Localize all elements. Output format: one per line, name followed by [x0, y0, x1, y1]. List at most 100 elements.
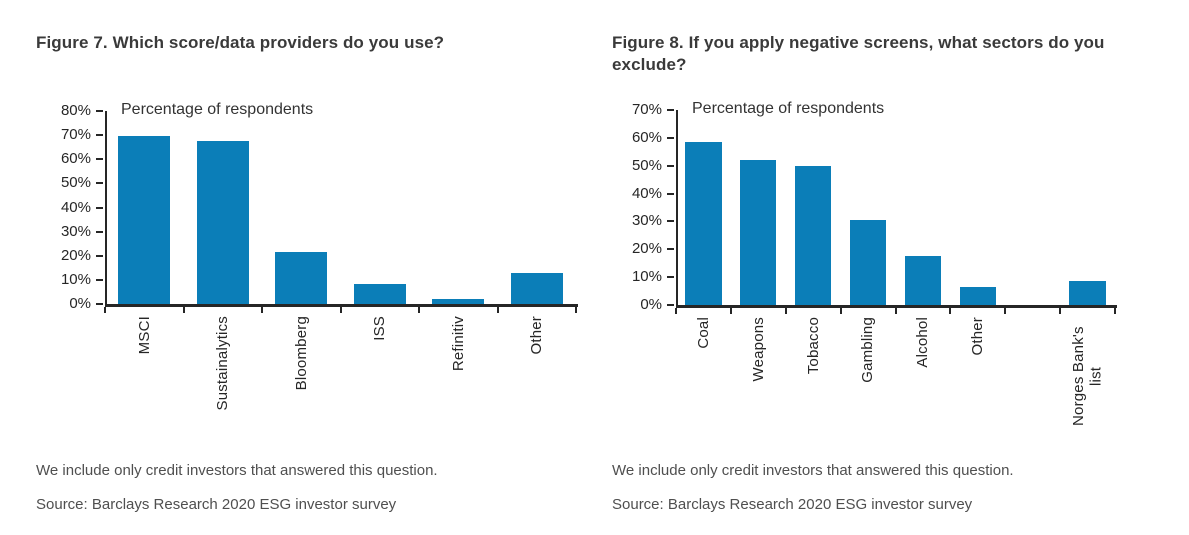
y-axis-tick — [96, 230, 103, 233]
x-axis-label: Sustainalytics — [214, 316, 232, 411]
figure-8-source: Source: Barclays Research 2020 ESG inves… — [612, 496, 973, 513]
y-axis-tick-label: 70% — [631, 101, 662, 118]
y-axis-tick — [96, 254, 103, 257]
y-axis-tick — [667, 192, 674, 195]
bar-slot — [896, 110, 951, 305]
x-label-slot: MSCI — [105, 316, 184, 451]
x-axis-label: Bloomberg — [292, 316, 310, 391]
y-axis-tick-label: 40% — [60, 198, 91, 216]
x-label-slot: Bloomberg — [262, 316, 341, 451]
x-label-slot — [1005, 317, 1060, 452]
x-axis-label: Tobacco — [804, 317, 822, 375]
y-axis-tick-label: 20% — [60, 246, 91, 264]
y-axis-tick-label: 0% — [640, 296, 662, 313]
bar-slot — [841, 110, 896, 305]
bar-gambling — [849, 220, 887, 305]
x-label-slot: Gambling — [841, 317, 896, 452]
plot-area — [105, 111, 578, 307]
x-axis-tick — [1114, 308, 1116, 314]
y-axis-tick — [96, 158, 103, 161]
x-axis-tick — [675, 308, 677, 314]
y-axis-tick-label: 70% — [60, 126, 91, 144]
bar-slot — [676, 110, 731, 305]
figure-7-bar-chart: Percentage of respondents 80% 70% 60% 50% 40%… — [36, 101, 580, 453]
x-axis-tick — [182, 307, 185, 313]
bar-slot — [498, 111, 577, 304]
x-axis-label: ISS — [371, 316, 389, 341]
y-axis-tick — [96, 278, 103, 281]
axis-inner-label: Percentage of respondents — [692, 100, 885, 117]
x-axis-tick — [949, 308, 952, 314]
bar-bloomberg — [275, 252, 328, 304]
x-label-slot: Weapons — [731, 317, 786, 452]
bar-slot — [341, 111, 420, 304]
x-axis-tick — [418, 307, 420, 313]
x-label-slot: ISS — [341, 316, 420, 451]
y-axis-tick-label: 30% — [60, 222, 91, 240]
x-axis-labels: MSCI Sustainalytics Bloomberg ISS Refinitiv O… — [105, 316, 576, 451]
x-axis-tick — [729, 308, 732, 314]
y-axis-tick — [96, 134, 103, 137]
bar-norges-bank-s-list — [1069, 281, 1106, 305]
y-axis-tick — [667, 248, 674, 251]
bars-area — [676, 110, 1115, 305]
x-label-slot: Refinitiv — [419, 316, 498, 451]
x-axis-tick — [261, 307, 263, 313]
bar-other — [510, 272, 563, 304]
x-axis-tick — [575, 307, 577, 313]
figure-8-note: We include only credit investors that an… — [612, 462, 1014, 479]
y-axis-tick-label: 40% — [631, 184, 662, 202]
y-axis-tick-label: 10% — [631, 268, 662, 286]
bar-slot — [105, 111, 184, 304]
figure-8-panel: Figure 8. If you apply negative screens,… — [612, 32, 1164, 513]
y-axis-tick — [667, 109, 674, 111]
y-axis-tick-label: 50% — [631, 156, 662, 174]
figure-7-panel: Figure 7. Which score/data providers do … — [36, 32, 580, 513]
x-axis-label: Coal — [694, 317, 712, 349]
x-axis-tick — [104, 307, 106, 313]
x-axis-tick — [839, 308, 842, 314]
x-axis-tick — [496, 307, 499, 313]
y-axis-tick-label: 80% — [60, 102, 91, 119]
x-label-slot: Sustainalytics — [184, 316, 263, 451]
x-axis-tick — [1004, 308, 1007, 314]
bar-slot — [731, 110, 786, 305]
bar-msci — [118, 136, 171, 304]
bar-slot — [184, 111, 263, 304]
y-axis-tick-label: 10% — [60, 270, 91, 288]
bar-weapons — [740, 160, 777, 305]
x-axis-label: Gambling — [859, 317, 877, 383]
y-axis-tick — [667, 304, 674, 306]
x-axis-label: Alcohol — [914, 317, 932, 368]
bar-slot — [1005, 110, 1060, 305]
y-axis-tick-label: 0% — [69, 295, 91, 312]
x-axis-label: Norges Bank's list — [1070, 326, 1105, 426]
x-axis-label: Other — [969, 317, 987, 356]
y-axis-tick — [667, 164, 674, 167]
x-axis-labels: Coal Weapons Tobacco Gambling Alcohol Other No… — [676, 317, 1115, 452]
y-axis-tick-label: 30% — [631, 212, 662, 230]
figure-7-title: Figure 7. Which score/data providers do … — [36, 33, 445, 52]
bar-iss — [353, 283, 406, 304]
x-axis-tick — [894, 308, 897, 314]
y-axis-tick-label: 20% — [631, 240, 662, 258]
y-axis-tick — [96, 182, 103, 185]
bar-coal — [685, 142, 722, 305]
axis-inner-label: Percentage of respondents — [121, 101, 314, 118]
bar-slot — [419, 111, 498, 304]
figure-7-source: Source: Barclays Research 2020 ESG inves… — [36, 496, 397, 513]
figure-8-bar-chart: Percentage of respondents 70% 60% 50% 40% 30%… — [612, 100, 1164, 454]
bar-tobacco — [795, 165, 832, 305]
y-axis-tick — [667, 220, 674, 223]
bars-area — [105, 111, 576, 304]
y-axis-tick — [667, 136, 674, 139]
x-axis-label: Weapons — [749, 317, 767, 382]
x-axis-tick — [784, 308, 787, 314]
bar-sustainalytics — [196, 141, 249, 304]
bar-slot — [262, 111, 341, 304]
y-axis-tick — [667, 276, 674, 279]
bar-slot — [950, 110, 1005, 305]
bar-other — [959, 286, 996, 305]
y-axis-tick — [96, 303, 103, 305]
figure-8-title: Figure 8. If you apply negative screens,… — [612, 33, 1105, 75]
